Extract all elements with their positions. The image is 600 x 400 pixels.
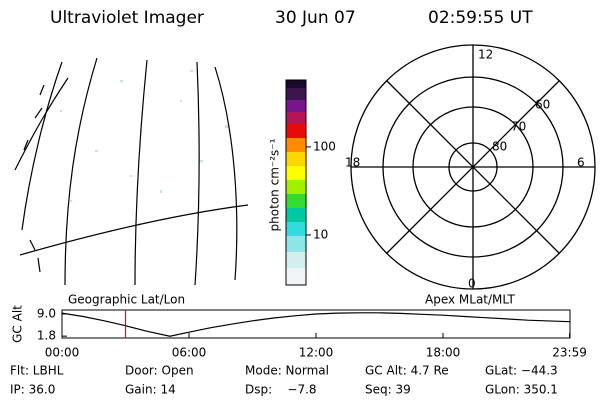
info-field: Gain: 14 xyxy=(125,383,176,397)
info-field: GLat: −44.3 xyxy=(485,364,558,378)
mlt-label: 6 xyxy=(577,156,585,170)
mlt-label: 12 xyxy=(478,48,493,62)
altitude-line xyxy=(61,312,570,337)
map-label: Geographic Lat/Lon xyxy=(68,293,185,307)
date: 30 Jun 07 xyxy=(275,8,356,28)
info-field: IP: 36.0 xyxy=(10,383,55,397)
y-axis-label: GC Alt xyxy=(11,305,25,343)
polar-label: Apex MLat/MLT xyxy=(425,293,515,307)
lat-label: 70 xyxy=(511,120,526,134)
x-tick-label: 00:00 xyxy=(45,346,80,360)
polar-grid xyxy=(350,44,596,290)
info-field: Door: Open xyxy=(125,364,194,378)
x-tick-label: 12:00 xyxy=(299,346,334,360)
colorbar-tick-label: 10 xyxy=(313,227,328,241)
time: 02:59:55 UT xyxy=(428,8,533,28)
colorbar-tick-label: 100 xyxy=(313,139,336,153)
info-field: Dsp: −7.8 xyxy=(245,383,317,397)
x-tick-label: 06:00 xyxy=(172,346,207,360)
info-field: GC Alt: 4.7 Re xyxy=(365,364,449,378)
x-tick-label: 23:59 xyxy=(552,346,587,360)
colorbar xyxy=(285,79,307,286)
lat-label: 80 xyxy=(492,140,507,154)
mlt-label: 18 xyxy=(345,156,360,170)
mlt-label: 0 xyxy=(468,277,476,291)
x-tick-label: 18:00 xyxy=(426,346,461,360)
info-field: Seq: 39 xyxy=(365,383,411,397)
info-field: Mode: Normal xyxy=(245,364,329,378)
info-field: GLon: 350.1 xyxy=(485,383,558,397)
title: Ultraviolet Imager xyxy=(50,8,204,28)
map xyxy=(14,57,249,286)
y-tick-label: 1.8 xyxy=(37,329,56,343)
info-field: Flt: LBHL xyxy=(10,364,64,378)
colorbar-label: photon cm⁻²s⁻¹ xyxy=(268,138,282,231)
y-tick-label: 9.0 xyxy=(37,307,56,321)
lat-label: 60 xyxy=(535,98,550,112)
